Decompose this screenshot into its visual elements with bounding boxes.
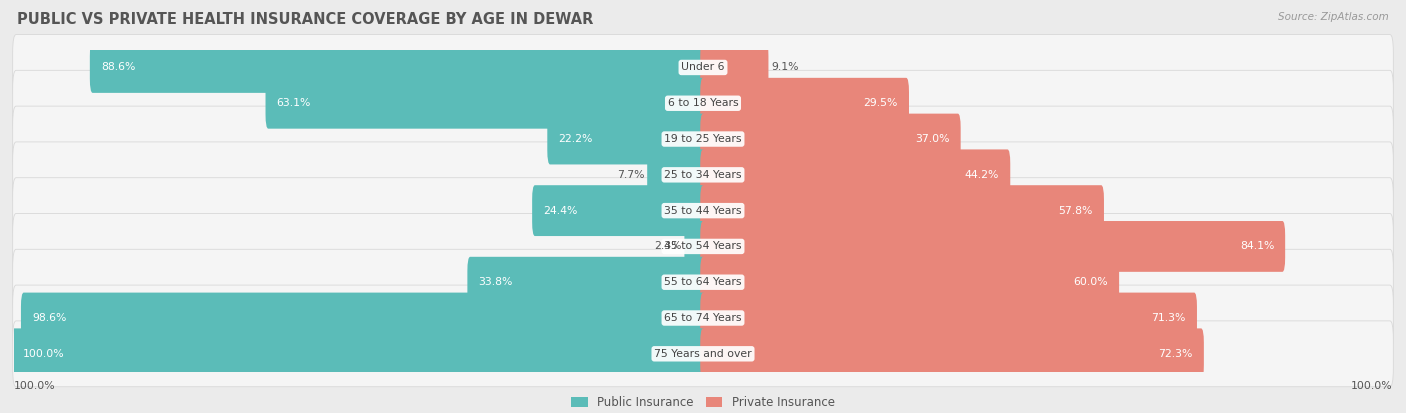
Text: 65 to 74 Years: 65 to 74 Years — [664, 313, 742, 323]
FancyBboxPatch shape — [13, 285, 1393, 351]
FancyBboxPatch shape — [21, 292, 706, 344]
Text: 33.8%: 33.8% — [478, 277, 513, 287]
Text: 60.0%: 60.0% — [1073, 277, 1108, 287]
FancyBboxPatch shape — [700, 221, 1285, 272]
Text: 88.6%: 88.6% — [101, 62, 135, 72]
Text: 71.3%: 71.3% — [1152, 313, 1185, 323]
Text: 63.1%: 63.1% — [277, 98, 311, 108]
Text: Under 6: Under 6 — [682, 62, 724, 72]
Text: 19 to 25 Years: 19 to 25 Years — [664, 134, 742, 144]
FancyBboxPatch shape — [700, 185, 1104, 236]
Text: 84.1%: 84.1% — [1240, 242, 1274, 252]
Text: 7.7%: 7.7% — [617, 170, 644, 180]
FancyBboxPatch shape — [700, 114, 960, 164]
Text: 29.5%: 29.5% — [863, 98, 898, 108]
Text: 6 to 18 Years: 6 to 18 Years — [668, 98, 738, 108]
Text: 45 to 54 Years: 45 to 54 Years — [664, 242, 742, 252]
FancyBboxPatch shape — [467, 257, 706, 308]
FancyBboxPatch shape — [90, 42, 706, 93]
Text: Source: ZipAtlas.com: Source: ZipAtlas.com — [1278, 12, 1389, 22]
Text: 100.0%: 100.0% — [22, 349, 63, 359]
Text: 35 to 44 Years: 35 to 44 Years — [664, 206, 742, 216]
FancyBboxPatch shape — [13, 106, 1393, 172]
Text: 44.2%: 44.2% — [965, 170, 1000, 180]
Text: 55 to 64 Years: 55 to 64 Years — [664, 277, 742, 287]
FancyBboxPatch shape — [266, 78, 706, 129]
FancyBboxPatch shape — [700, 150, 1011, 200]
Text: 9.1%: 9.1% — [772, 62, 799, 72]
FancyBboxPatch shape — [13, 70, 1393, 136]
Text: PUBLIC VS PRIVATE HEALTH INSURANCE COVERAGE BY AGE IN DEWAR: PUBLIC VS PRIVATE HEALTH INSURANCE COVER… — [17, 12, 593, 27]
Text: 100.0%: 100.0% — [14, 381, 56, 391]
Text: 57.8%: 57.8% — [1059, 206, 1092, 216]
Legend: Public Insurance, Private Insurance: Public Insurance, Private Insurance — [567, 392, 839, 413]
FancyBboxPatch shape — [700, 78, 910, 129]
FancyBboxPatch shape — [700, 42, 769, 93]
Text: 37.0%: 37.0% — [915, 134, 949, 144]
FancyBboxPatch shape — [13, 214, 1393, 279]
FancyBboxPatch shape — [13, 321, 1393, 387]
Text: 25 to 34 Years: 25 to 34 Years — [664, 170, 742, 180]
FancyBboxPatch shape — [13, 178, 1393, 244]
FancyBboxPatch shape — [531, 185, 706, 236]
Text: 98.6%: 98.6% — [32, 313, 66, 323]
FancyBboxPatch shape — [13, 35, 1393, 100]
Text: 75 Years and over: 75 Years and over — [654, 349, 752, 359]
FancyBboxPatch shape — [13, 249, 1393, 315]
FancyBboxPatch shape — [700, 257, 1119, 308]
Text: 2.3%: 2.3% — [654, 242, 682, 252]
FancyBboxPatch shape — [685, 221, 706, 272]
FancyBboxPatch shape — [547, 114, 706, 164]
Text: 100.0%: 100.0% — [1350, 381, 1392, 391]
FancyBboxPatch shape — [13, 142, 1393, 208]
Text: 24.4%: 24.4% — [543, 206, 578, 216]
Text: 22.2%: 22.2% — [558, 134, 593, 144]
FancyBboxPatch shape — [11, 328, 706, 379]
FancyBboxPatch shape — [700, 328, 1204, 379]
Text: 72.3%: 72.3% — [1159, 349, 1192, 359]
FancyBboxPatch shape — [647, 150, 706, 200]
FancyBboxPatch shape — [700, 292, 1197, 344]
